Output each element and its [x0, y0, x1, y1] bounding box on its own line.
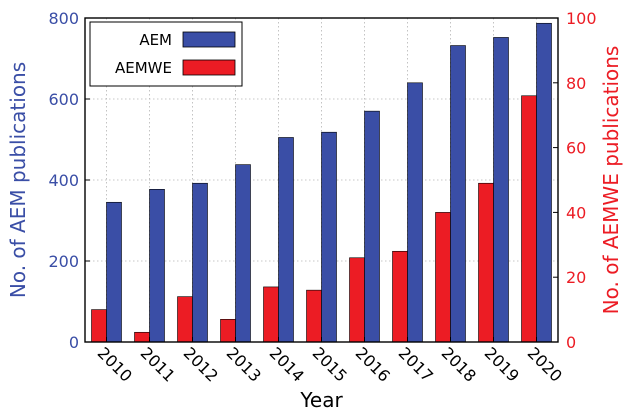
- legend-swatch-aemwe: [182, 59, 236, 76]
- left-y-axis-title: No. of AEM publications: [6, 62, 30, 298]
- x-tick-label: 2018: [438, 343, 480, 385]
- bars: [91, 22, 552, 343]
- right-tick-label: 0: [566, 333, 576, 352]
- bar-aemwe-2019: [478, 182, 494, 343]
- bar-aemwe-2013: [220, 319, 236, 343]
- bar-aemwe-2018: [435, 212, 451, 343]
- right-tick-label: 60: [566, 139, 586, 158]
- x-axis-title: Year: [299, 388, 343, 412]
- right-tick-label: 20: [566, 268, 586, 287]
- bar-aem-2019: [493, 37, 509, 343]
- bar-aem-2016: [364, 110, 380, 343]
- left-tick-label: 600: [48, 90, 79, 109]
- bar-aem-2014: [278, 137, 294, 343]
- x-tick-label: 2014: [266, 343, 308, 385]
- legend-label-aemwe: AEMWE: [115, 59, 172, 77]
- bar-aemwe-2011: [134, 331, 150, 343]
- bar-aem-2013: [235, 164, 251, 343]
- x-tick-label: 2019: [481, 343, 523, 385]
- left-tick-label: 0: [69, 333, 79, 352]
- legend-swatch-aem: [182, 31, 236, 48]
- right-y-axis-title: No. of AEMWE publications: [599, 46, 623, 315]
- right-tick-label: 100: [566, 9, 597, 28]
- right-tick-label: 80: [566, 74, 586, 93]
- x-tick-label: 2017: [395, 343, 437, 385]
- x-tick-label: 2011: [137, 343, 179, 385]
- bar-aemwe-2020: [521, 95, 537, 343]
- left-tick-label: 200: [48, 252, 79, 271]
- bar-aemwe-2016: [349, 257, 365, 343]
- left-tick-label: 400: [48, 171, 79, 190]
- x-tick-label: 2015: [309, 343, 351, 385]
- legend: AEM AEMWE: [89, 21, 243, 87]
- bar-aem-2010: [106, 201, 122, 343]
- bar-aem-2020: [536, 22, 552, 343]
- legend-label-aem: AEM: [139, 31, 172, 49]
- bar-aem-2017: [407, 82, 423, 343]
- bar-aem-2012: [192, 182, 208, 343]
- bar-aemwe-2012: [177, 296, 193, 343]
- bar-aem-2018: [450, 45, 466, 343]
- bar-aemwe-2017: [392, 250, 408, 343]
- x-tick-label: 2020: [524, 343, 566, 385]
- x-tick-label: 2010: [94, 343, 136, 385]
- x-tick-label: 2016: [352, 343, 394, 385]
- bar-aemwe-2015: [306, 289, 322, 343]
- left-tick-label: 800: [48, 9, 79, 28]
- x-tick-label: 2012: [180, 343, 222, 385]
- x-tick-label: 2013: [223, 343, 265, 385]
- bar-aem-2011: [149, 189, 165, 343]
- bar-aemwe-2010: [91, 309, 107, 343]
- bar-aem-2015: [321, 131, 337, 343]
- bar-aemwe-2014: [263, 286, 279, 343]
- right-tick-label: 40: [566, 203, 586, 222]
